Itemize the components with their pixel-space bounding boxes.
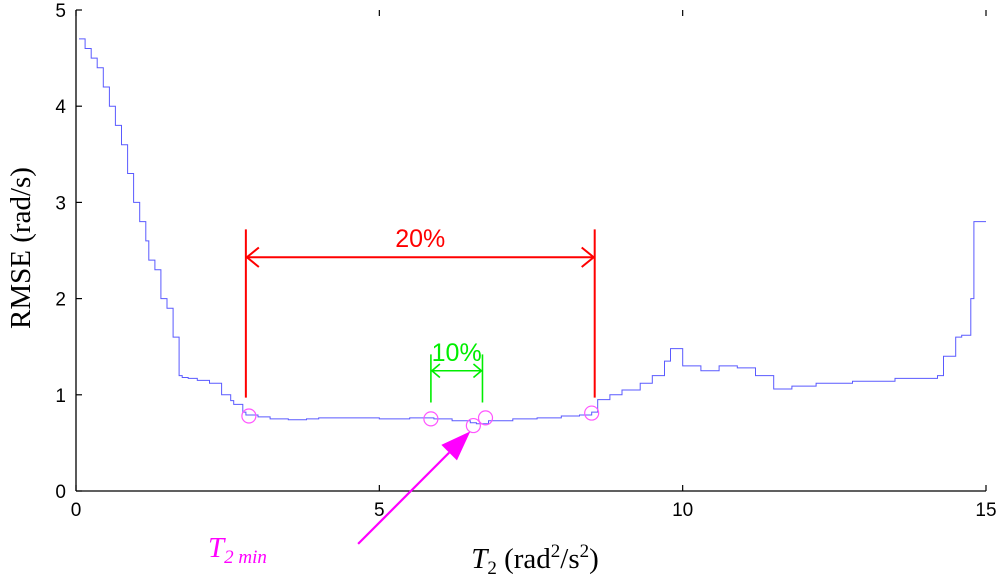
t2-min-arrowhead bbox=[441, 431, 471, 461]
marker-circle bbox=[423, 411, 439, 427]
x-label-sup2: 2 bbox=[580, 541, 590, 562]
x-label-unit-open: (rad bbox=[497, 543, 551, 575]
y-tick-label: 0 bbox=[55, 482, 66, 503]
range-10-label: 10% bbox=[432, 339, 482, 367]
marker-circle bbox=[465, 417, 481, 434]
y-tick-label: 3 bbox=[55, 193, 66, 214]
axes: 0 5 10 15 0 1 2 3 4 5 bbox=[55, 1, 996, 521]
marker-circle bbox=[584, 405, 600, 421]
y-tick-label: 4 bbox=[55, 97, 66, 118]
x-tick-label: 15 bbox=[975, 500, 996, 521]
range-10-arrowhead-right bbox=[472, 363, 483, 379]
x-label-unit-mid: /s bbox=[560, 543, 579, 575]
annotation-layer: 20% 10% bbox=[241, 225, 600, 545]
data-layer bbox=[79, 38, 986, 425]
range-20-arrowhead-left bbox=[245, 246, 260, 268]
t2-min-arrow-line bbox=[357, 451, 450, 545]
x-label-symbol: T bbox=[471, 543, 489, 575]
y-tick-label: 2 bbox=[55, 290, 66, 311]
t2-min-main: T bbox=[208, 532, 226, 564]
t2-min-sub: 2 min bbox=[224, 547, 267, 568]
y-tick-label: 1 bbox=[55, 386, 66, 407]
range-20-label: 20% bbox=[395, 225, 445, 253]
x-label-sub: 2 bbox=[487, 558, 497, 578]
x-label-sup1: 2 bbox=[551, 541, 561, 562]
range-10-arrowhead-left bbox=[430, 363, 441, 379]
x-label-unit-close: ) bbox=[589, 543, 599, 575]
x-tick-label: 5 bbox=[374, 500, 385, 521]
x-axis-label: T2 (rad2/s2) bbox=[471, 541, 599, 578]
t2-min-label: T2 min bbox=[208, 532, 267, 568]
x-tick-label: 10 bbox=[672, 500, 693, 521]
marker-circle bbox=[241, 408, 257, 424]
range-20-arrowhead-right bbox=[581, 246, 596, 268]
y-axis-label: RMSE (rad/s) bbox=[5, 167, 37, 329]
x-tick-label: 0 bbox=[71, 500, 82, 521]
y-tick-label: 5 bbox=[55, 1, 66, 22]
marker-circle bbox=[477, 410, 494, 426]
rmse-line bbox=[79, 38, 986, 425]
